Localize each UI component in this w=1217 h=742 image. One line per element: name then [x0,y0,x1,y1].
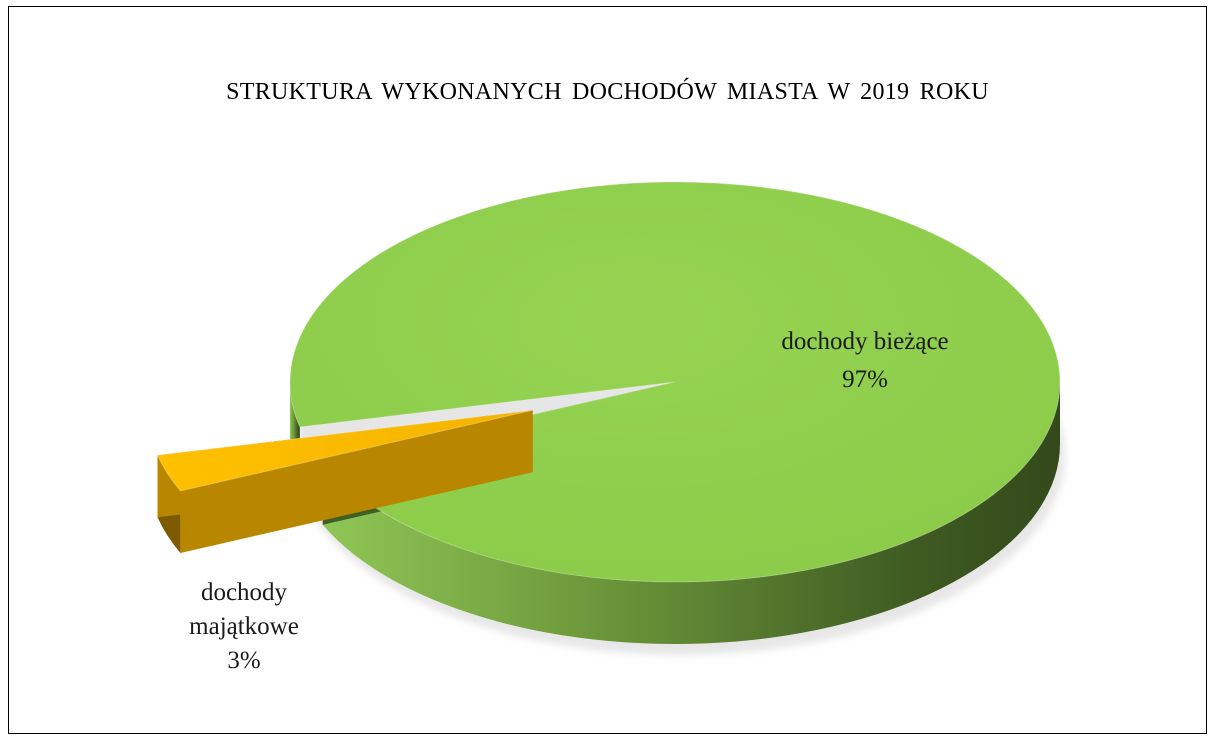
label-dochody-majatkowe: dochody majątkowe [189,579,299,640]
pie-slice-cut-dochody-maj-tkowe [157,410,533,518]
pie-slice-side-dochody-bie--ce [322,382,1060,644]
pie-slice-dochody-maj-tkowe [156,409,533,492]
label-dochody-majatkowe-line: majątkowe [189,613,299,640]
label-dochody-majatkowe-line: dochody [201,579,288,606]
pie-slice-dochody-bie--ce [289,181,1061,583]
chart-title: STRUKTURA WYKONANYCH DOCHODÓW MIASTA W 2… [226,79,989,105]
value-dochody-majatkowe: 3% [227,647,260,674]
value-dochody-biezace: 97% [842,366,888,393]
label-dochody-biezace: dochody bieżące [781,328,948,355]
pie-slices [156,181,1061,644]
